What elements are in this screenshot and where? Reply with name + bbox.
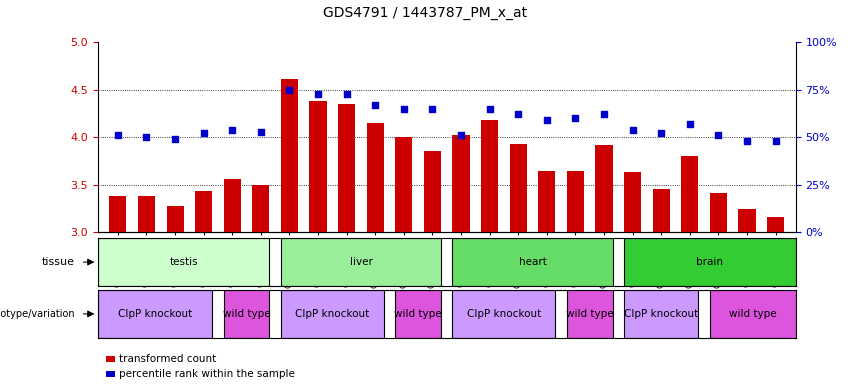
Text: brain: brain: [696, 257, 723, 267]
Bar: [224, 290, 270, 338]
Bar: [453, 136, 470, 232]
Bar: [624, 290, 699, 338]
Bar: [109, 196, 127, 232]
Bar: [424, 151, 441, 232]
Point: [197, 131, 210, 137]
Bar: [596, 145, 613, 232]
Text: wild type: wild type: [566, 309, 614, 319]
Bar: [310, 101, 327, 232]
Text: tissue: tissue: [42, 257, 75, 267]
Bar: [653, 189, 670, 232]
Text: GDS4791 / 1443787_PM_x_at: GDS4791 / 1443787_PM_x_at: [323, 7, 528, 20]
Bar: [281, 79, 298, 232]
Point: [283, 87, 296, 93]
Point: [368, 102, 382, 108]
Point: [340, 91, 353, 97]
Bar: [224, 179, 241, 232]
Bar: [739, 209, 756, 232]
Point: [768, 138, 782, 144]
Text: percentile rank within the sample: percentile rank within the sample: [119, 369, 295, 379]
Bar: [453, 238, 613, 286]
Bar: [195, 192, 212, 232]
Bar: [396, 290, 441, 338]
Point: [483, 106, 496, 112]
Point: [454, 132, 468, 139]
Bar: [396, 137, 413, 232]
Bar: [98, 290, 212, 338]
Point: [654, 131, 668, 137]
Bar: [138, 196, 155, 232]
Point: [625, 127, 639, 133]
Text: heart: heart: [518, 257, 546, 267]
Bar: [252, 185, 270, 232]
Bar: [338, 104, 355, 232]
Point: [597, 111, 611, 118]
Bar: [767, 217, 785, 232]
Bar: [367, 123, 384, 232]
Point: [254, 129, 268, 135]
Point: [711, 132, 725, 139]
Bar: [710, 194, 727, 232]
Bar: [539, 172, 556, 232]
Text: ClpP knockout: ClpP knockout: [295, 309, 369, 319]
Text: genotype/variation: genotype/variation: [0, 309, 75, 319]
Bar: [481, 120, 498, 232]
Text: wild type: wild type: [223, 309, 271, 319]
Bar: [510, 144, 527, 232]
Bar: [281, 290, 384, 338]
Bar: [567, 170, 584, 232]
Bar: [453, 290, 556, 338]
Text: ClpP knockout: ClpP knockout: [118, 309, 192, 319]
Bar: [710, 290, 796, 338]
Point: [311, 91, 325, 97]
Point: [111, 132, 125, 139]
Point: [397, 106, 411, 112]
Text: transformed count: transformed count: [119, 354, 216, 364]
Point: [511, 111, 525, 118]
Text: liver: liver: [350, 257, 373, 267]
Text: testis: testis: [169, 257, 198, 267]
Bar: [281, 238, 441, 286]
Text: wild type: wild type: [729, 309, 777, 319]
Point: [226, 127, 239, 133]
Bar: [98, 238, 270, 286]
Bar: [682, 156, 699, 232]
Point: [168, 136, 182, 142]
Point: [426, 106, 439, 112]
Bar: [167, 206, 184, 232]
Bar: [624, 172, 642, 232]
Bar: [567, 290, 613, 338]
Text: wild type: wild type: [394, 309, 442, 319]
Point: [740, 138, 754, 144]
Bar: [624, 238, 796, 286]
Text: ClpP knockout: ClpP knockout: [624, 309, 699, 319]
Point: [540, 117, 554, 123]
Point: [140, 134, 153, 141]
Point: [568, 115, 582, 121]
Text: ClpP knockout: ClpP knockout: [467, 309, 541, 319]
Point: [683, 121, 697, 127]
